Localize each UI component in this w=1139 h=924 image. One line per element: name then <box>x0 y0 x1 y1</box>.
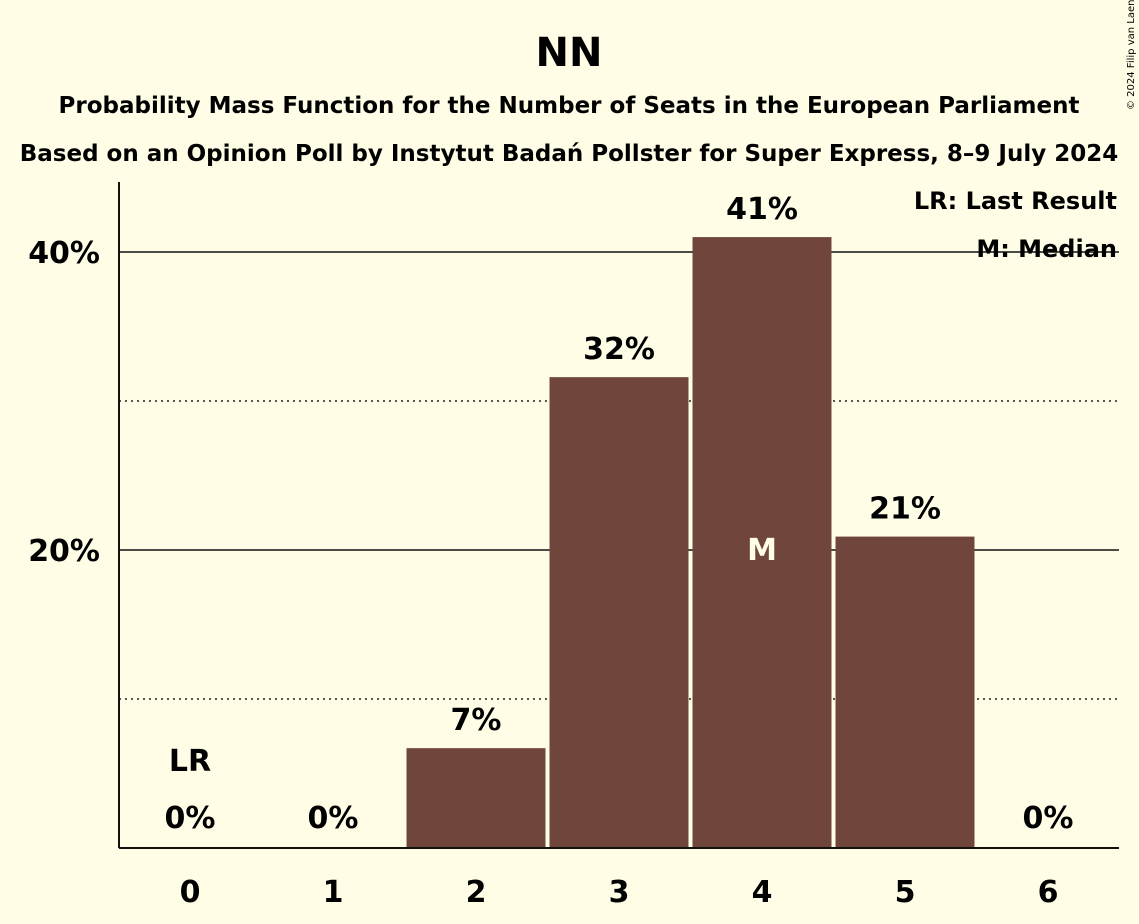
x-tick-label: 6 <box>1038 875 1059 910</box>
bar <box>692 237 832 849</box>
bar <box>406 748 546 848</box>
x-tick-label: 4 <box>752 875 773 910</box>
last-result-mark: LR <box>169 744 211 779</box>
data-label: 0% <box>165 801 216 836</box>
x-tick-label: 1 <box>323 875 344 910</box>
y-tick-label: 20% <box>28 534 100 569</box>
data-label: 32% <box>583 332 655 367</box>
axes: 20% 40% 0 1 2 3 4 5 6 <box>28 182 1119 910</box>
data-label: 21% <box>869 492 941 527</box>
x-tick-label: 3 <box>609 875 630 910</box>
x-tick-label: 0 <box>180 875 201 910</box>
data-label: 0% <box>1023 801 1074 836</box>
bar <box>549 377 689 848</box>
legend-median: M: Median <box>976 235 1117 263</box>
copyright-text: © 2024 Filip van Laenen <box>1126 0 1137 110</box>
chart-subtitle: Probability Mass Function for the Number… <box>59 93 1080 119</box>
x-tick-label: 5 <box>895 875 916 910</box>
chart-subtitle-2: Based on an Opinion Poll by Instytut Bad… <box>20 141 1119 167</box>
chart-title: NN <box>536 30 603 76</box>
data-label: 0% <box>308 801 359 836</box>
bars <box>406 237 975 849</box>
data-label: 41% <box>726 192 798 227</box>
legend-last-result: LR: Last Result <box>914 187 1117 215</box>
x-tick-label: 2 <box>466 875 487 910</box>
median-mark: M <box>747 533 777 568</box>
bar-annotations: 0% 0% 7% 32% 41% 21% 0% LR M <box>165 192 1074 836</box>
y-tick-label: 40% <box>28 236 100 271</box>
data-label: 7% <box>451 703 502 738</box>
bar <box>835 536 975 848</box>
